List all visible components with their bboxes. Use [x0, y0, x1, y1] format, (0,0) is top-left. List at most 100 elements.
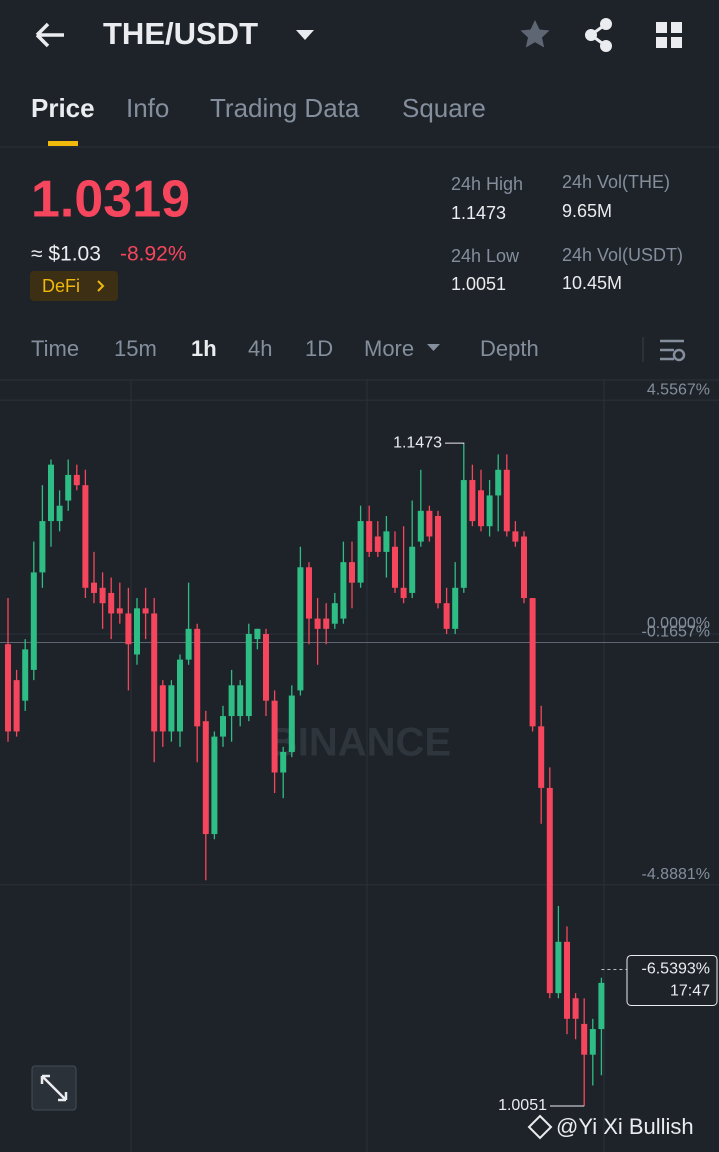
pair-dropdown[interactable]	[296, 30, 314, 40]
candle-body	[211, 736, 218, 835]
candle-body	[271, 700, 278, 773]
usd-price: ≈ $1.03	[31, 243, 101, 266]
candle-body	[99, 587, 106, 604]
interval[interactable]: 4h	[248, 336, 272, 361]
tab[interactable]: Price	[31, 93, 95, 123]
pair-title[interactable]: THE/USDT	[103, 16, 258, 51]
chart-settings-icon[interactable]	[660, 339, 686, 362]
candle-body	[392, 546, 398, 588]
candle-body	[91, 582, 97, 593]
stat-value: 1.1473	[451, 203, 506, 223]
candle-body	[134, 608, 140, 655]
tag-badge[interactable]	[30, 271, 118, 301]
candle-body	[73, 474, 80, 486]
tag-text[interactable]: DeFi	[42, 276, 80, 296]
interval[interactable]: Time	[31, 336, 79, 361]
stat-label: 24h Vol(USDT)	[562, 245, 683, 265]
candle-body	[460, 480, 467, 588]
candle-body	[82, 485, 89, 588]
candle-body	[314, 618, 321, 629]
interval[interactable]: 15m	[114, 336, 157, 361]
candle-body	[503, 469, 510, 532]
candle-body	[306, 567, 312, 619]
candle-body	[546, 787, 553, 994]
candle-body	[297, 567, 304, 691]
tab[interactable]: Info	[126, 93, 169, 123]
candle-body	[486, 495, 493, 527]
candle-body	[280, 751, 287, 773]
candle-body	[263, 633, 269, 701]
stat-value: 10.45M	[562, 273, 622, 293]
candle-body	[426, 510, 433, 537]
candle-body	[435, 515, 441, 604]
candle-body	[581, 1023, 588, 1055]
candle-body	[589, 1029, 596, 1055]
candle-body	[512, 531, 519, 542]
candle-body	[168, 685, 175, 732]
stat-label: 24h Vol(THE)	[562, 172, 670, 192]
candle-body	[383, 531, 390, 552]
back-button[interactable]	[35, 22, 64, 48]
stat-label: 24h Low	[451, 246, 520, 266]
candle-body	[5, 644, 11, 732]
candle-body	[237, 685, 244, 717]
stat-value: 9.65M	[562, 201, 612, 221]
tab-indicator	[48, 141, 78, 146]
candle-body	[340, 562, 347, 619]
candle-body	[228, 685, 235, 717]
candle-body	[220, 716, 226, 737]
favorite-icon[interactable]	[520, 20, 550, 48]
current-price-label: -6.5393%	[642, 961, 711, 978]
interval[interactable]: 1h	[191, 336, 217, 361]
current-price-box	[626, 954, 718, 1006]
candle-body	[478, 490, 484, 527]
interval[interactable]: Depth	[480, 336, 539, 361]
candle-body	[366, 521, 373, 552]
high-marker	[445, 442, 465, 445]
candle-body	[495, 469, 502, 496]
y-tick-label: -4.8881%	[642, 866, 711, 883]
kline-chart: BINANCE 4.5567% 0.0000%-0.1657% -4.8881% 1.…	[0, 380, 719, 1152]
candle-body	[349, 562, 355, 583]
candle-body	[529, 598, 536, 727]
credit-icon	[527, 1114, 553, 1140]
interval[interactable]: 1D	[305, 336, 333, 361]
fullscreen-button[interactable]	[31, 1065, 77, 1111]
menu-icon[interactable]	[656, 22, 682, 48]
tag-chevron	[97, 280, 105, 292]
candle-body	[357, 521, 364, 583]
candle-body	[409, 546, 416, 593]
high-label: 1.1473	[393, 434, 442, 451]
candle-body	[288, 695, 295, 752]
candle-body	[331, 603, 338, 624]
candle-body	[48, 464, 54, 522]
candle-body	[452, 587, 459, 629]
tab[interactable]: Square	[402, 93, 486, 123]
candle-body	[30, 572, 37, 670]
candle-body	[202, 721, 209, 835]
candle-body	[572, 998, 579, 1019]
candle-body	[598, 982, 605, 1030]
candle-body	[22, 649, 29, 701]
credit: @Yi Xi Bullish	[556, 1114, 694, 1139]
candle-body	[400, 587, 407, 599]
y-tick-label: -0.1657%	[642, 624, 711, 641]
candle-body	[159, 685, 166, 732]
candle-body	[254, 628, 261, 640]
stat-label: 24h High	[451, 174, 523, 194]
candle-body	[374, 536, 381, 552]
candle-body	[151, 613, 158, 732]
share-icon[interactable]	[585, 18, 612, 52]
watermark: BINANCE	[269, 721, 451, 765]
candle-body	[116, 608, 123, 614]
candle-body	[142, 608, 149, 614]
candle-body	[245, 633, 252, 717]
stat-value: 1.0051	[451, 274, 506, 294]
candle-body	[417, 510, 424, 542]
candle-body	[125, 613, 132, 645]
candle-body	[13, 680, 20, 732]
tab[interactable]: Trading Data	[210, 93, 360, 123]
more-dropdown[interactable]	[427, 344, 440, 351]
interval[interactable]: More	[364, 336, 414, 361]
